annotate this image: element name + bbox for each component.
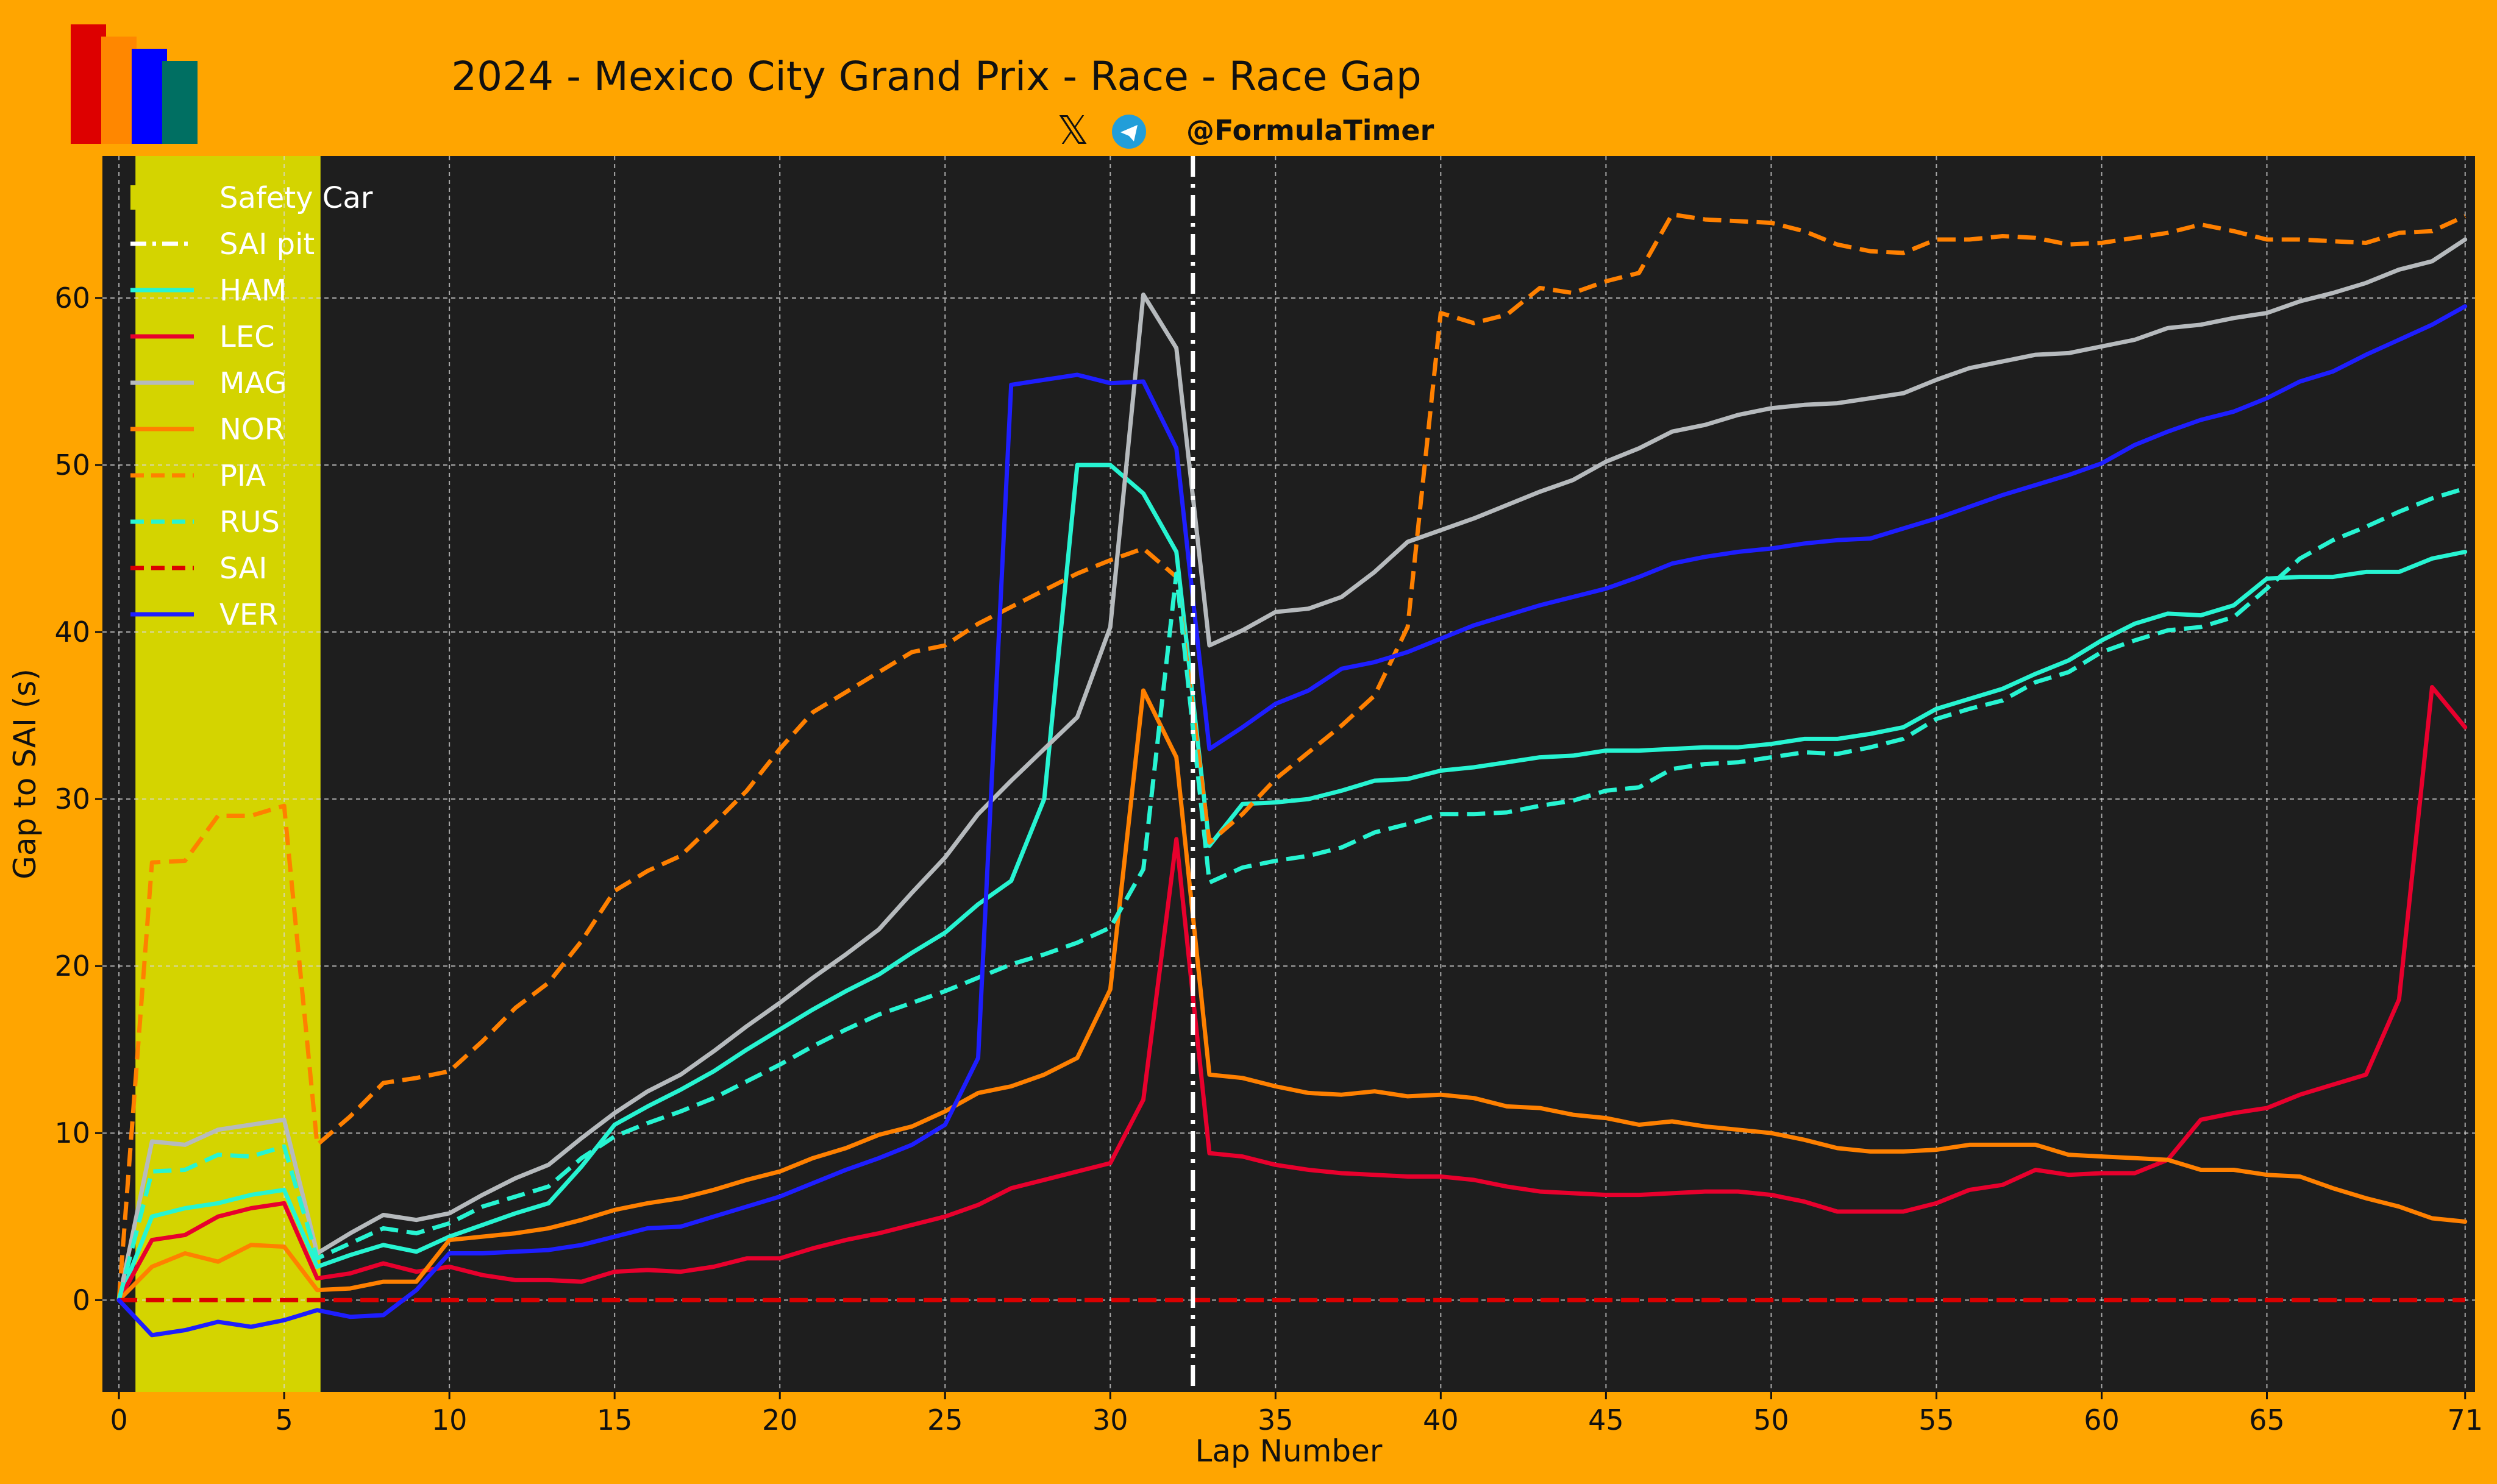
twitter-handle[interactable]: @FormulaTimer: [1186, 114, 1434, 147]
legend-label: PIA: [219, 459, 266, 493]
x-tick-label: 30: [1092, 1404, 1128, 1436]
legend-item-ver: VER: [130, 598, 279, 632]
x-tick-label: 65: [2249, 1404, 2285, 1436]
series-line-ham: [116, 463, 2468, 1302]
x-tick-label: 0: [110, 1404, 127, 1436]
svg-text:𝕏: 𝕏: [1057, 108, 1089, 154]
legend-item-lec: LEC: [130, 320, 275, 354]
x-social-icon[interactable]: 𝕏: [1057, 108, 1089, 154]
legend-item-safety-car: Safety Car: [130, 181, 373, 215]
x-tick-label: 15: [597, 1404, 633, 1436]
logo-bar: [162, 61, 198, 144]
telegram-icon[interactable]: [1112, 115, 1146, 149]
y-tick-label: 60: [54, 282, 90, 314]
legend-label: Safety Car: [219, 181, 373, 215]
legend-item-mag: MAG: [130, 366, 287, 400]
y-axis-label: Gap to SAI (s): [7, 669, 43, 879]
x-tick-label: 50: [1753, 1404, 1789, 1436]
safety-car-period: [135, 156, 321, 1392]
series-line-rus: [116, 486, 2466, 1301]
legend-item-sai-pit: SAI pit: [130, 227, 315, 261]
x-tick-label: 25: [927, 1404, 963, 1436]
legend-item-sai: SAI: [130, 552, 267, 586]
x-tick-label: 55: [1918, 1404, 1954, 1436]
x-tick-label: 10: [432, 1404, 468, 1436]
series-line-ver: [116, 304, 2468, 1338]
legend-item-rus: RUS: [130, 505, 280, 539]
x-tick-label: 60: [2084, 1404, 2120, 1436]
legend-label: LEC: [219, 320, 275, 354]
y-tick-label: 20: [54, 950, 90, 982]
y-tick-label: 30: [54, 783, 90, 815]
legend-label: VER: [219, 598, 279, 632]
x-tick-label: 71: [2447, 1404, 2483, 1436]
x-axis-label: Lap Number: [1195, 1433, 1383, 1469]
y-tick-label: 10: [54, 1117, 90, 1149]
legend: Safety Car SAI pit HAM LEC MAG NOR PIA RUS SAI VE…: [130, 181, 373, 632]
logo-bar: [101, 37, 137, 144]
x-tick-label: 40: [1423, 1404, 1459, 1436]
x-tick-label: 20: [762, 1404, 798, 1436]
x-tick-label: 5: [275, 1404, 293, 1436]
x-tick-label: 45: [1588, 1404, 1624, 1436]
legend-label: MAG: [219, 366, 287, 400]
legend-label: NOR: [219, 413, 285, 447]
legend-swatch: [130, 185, 194, 210]
legend-item-nor: NOR: [130, 413, 285, 447]
series-line-pia: [116, 212, 2467, 1301]
legend-item-pia: PIA: [130, 459, 266, 493]
legend-label: HAM: [219, 274, 287, 308]
y-tick-label: 40: [54, 616, 90, 648]
chart-title: 2024 - Mexico City Grand Prix - Race - R…: [451, 53, 1422, 100]
y-tick-label: 0: [73, 1283, 90, 1316]
logo-bar: [71, 24, 106, 144]
legend-label: SAI pit: [219, 227, 315, 261]
logo-bar: [132, 49, 167, 144]
legend-item-ham: HAM: [130, 274, 287, 308]
legend-label: SAI: [219, 552, 267, 586]
legend-label: RUS: [219, 505, 280, 539]
y-tick-label: 50: [54, 449, 90, 481]
series-line-nor: [116, 688, 2468, 1302]
formula-timer-logo: [71, 24, 198, 144]
x-tick-label: 35: [1258, 1404, 1294, 1436]
series-line-mag: [116, 237, 2468, 1302]
series-line-lec: [116, 685, 2468, 1302]
